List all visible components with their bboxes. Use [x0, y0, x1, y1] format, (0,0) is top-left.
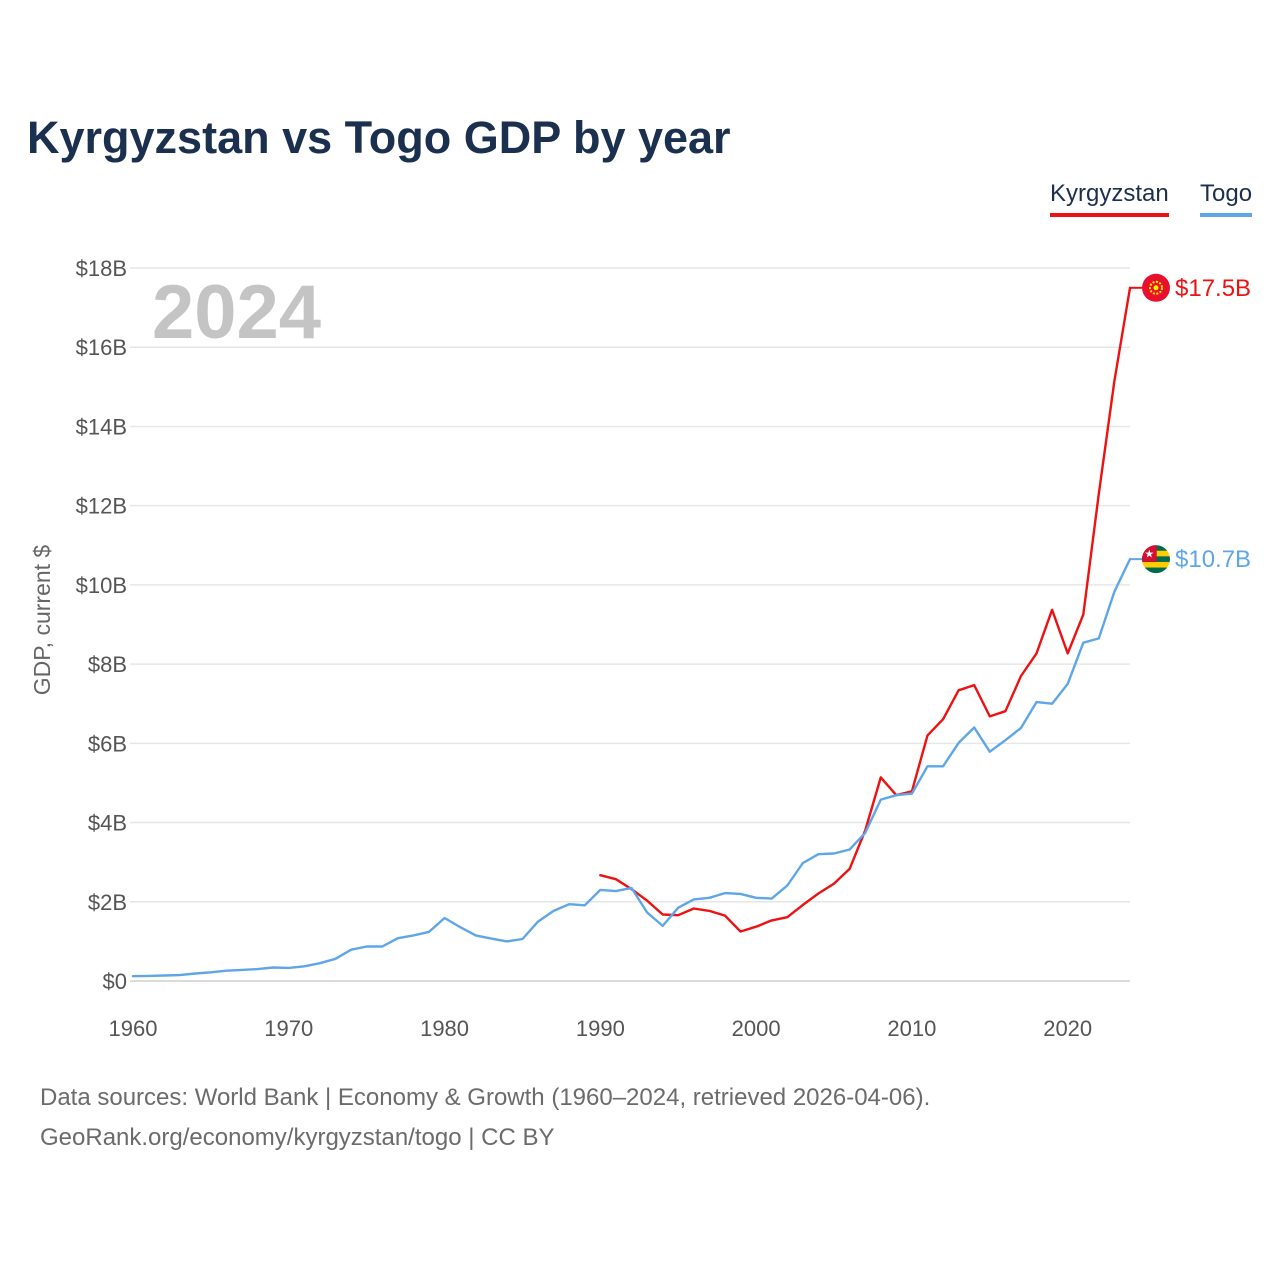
y-tick-label: $6B	[88, 731, 127, 756]
chart-title: Kyrgyzstan vs Togo GDP by year	[27, 112, 731, 163]
y-tick-label: $2B	[88, 890, 127, 915]
source-note: Data sources: World Bank | Economy & Gro…	[40, 1084, 931, 1111]
y-tick-label: $16B	[76, 335, 127, 360]
kyrgyzstan-flag-icon	[1142, 273, 1170, 302]
x-tick-label: 2020	[1043, 1016, 1092, 1041]
end-value-label-kyrgyzstan: $17.5B	[1175, 275, 1251, 302]
togo-flag-icon: ★	[1142, 545, 1170, 574]
series-lines	[131, 286, 1132, 978]
legend-item-kyrgyzstan[interactable]: Kyrgyzstan	[1050, 180, 1169, 217]
grid-lines	[130, 267, 1130, 982]
legend-item-togo[interactable]: Togo	[1200, 180, 1253, 217]
y-axis-title: GDP, current $	[29, 545, 55, 696]
svg-text:★: ★	[1144, 548, 1154, 561]
series-end-labels: $17.5B ★ $10.7B	[1130, 273, 1251, 574]
source-link[interactable]: GeoRank.org/economy/kyrgyzstan/togo | CC…	[40, 1124, 555, 1151]
gdp-line-chart: $0$2B$4B$6B$8B$10B$12B$14B$16B$18B 1960 1…	[29, 256, 1251, 1041]
y-tick-label: $18B	[76, 256, 127, 281]
x-tick-label: 2010	[887, 1016, 936, 1041]
x-tick-label: 1960	[109, 1016, 158, 1041]
y-tick-label: $10B	[76, 573, 127, 598]
year-watermark: 2024	[152, 270, 321, 355]
x-axis-ticks: 1960 1970 1980 1990 2000 2010 2020	[109, 1016, 1093, 1041]
y-tick-label: $12B	[76, 494, 127, 519]
series-line-togo[interactable]	[131, 557, 1132, 978]
series-line-kyrgyzstan[interactable]	[599, 286, 1132, 933]
y-axis-ticks: $0 $2B $4B $6B $8B $10B $12B $14B $16B $18B	[76, 256, 127, 994]
x-tick-label: 1970	[264, 1016, 313, 1041]
x-tick-label: 1990	[576, 1016, 625, 1041]
end-value-label-togo: $10.7B	[1175, 546, 1251, 573]
x-tick-label: 2000	[732, 1016, 781, 1041]
y-tick-label: $8B	[88, 652, 127, 677]
y-tick-label: $4B	[88, 811, 127, 836]
y-tick-label: $14B	[76, 414, 127, 439]
x-tick-label: 1980	[420, 1016, 469, 1041]
y-tick-label: $0	[103, 969, 127, 994]
